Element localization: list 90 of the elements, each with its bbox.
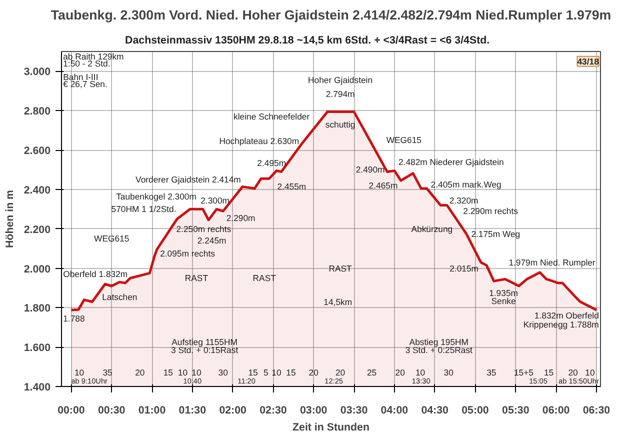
annotation: 2.490m — [356, 164, 385, 175]
annotation: 1.979m Nied. Rumpler — [508, 257, 596, 268]
annotation: 10 — [415, 368, 426, 378]
annotation: 20 — [308, 368, 319, 378]
annotation: Latschen — [102, 292, 138, 302]
annotation: 35 — [486, 368, 496, 378]
annotation: 35 — [102, 368, 113, 378]
annotation: Hoher Gjaidstein — [308, 75, 373, 86]
annotation: 2.300m — [200, 195, 230, 206]
y-tick-label: 2.200 — [24, 224, 51, 236]
x-tick-label: 05:00 — [462, 404, 489, 416]
annotation: 2.320m — [449, 195, 478, 206]
annotation: 2.095m rechts — [160, 248, 216, 258]
annotation: 20 — [135, 368, 145, 378]
annotation: 2.245m — [197, 236, 226, 246]
x-axis-title: Zeit in Stunden — [292, 422, 370, 434]
annotation: 2.290m — [226, 213, 256, 224]
x-tick-label: 04:30 — [421, 404, 449, 416]
y-tick-label: 1.800 — [24, 302, 51, 315]
annotation: 20 — [568, 368, 578, 378]
annotation: 2.015m — [450, 263, 478, 274]
annotation: Taubenkogel 2.300m — [116, 191, 196, 202]
annotation: 2.250m rechts — [176, 224, 232, 234]
chart-title: Taubenkg. 2.300m Vord. Nied. Hoher Gjaidstein 2.414/2.482/2.794m Nied.Rumpler 1.979m — [50, 8, 612, 22]
annotation: 10 — [192, 368, 202, 378]
annotation: 15+5 — [514, 368, 534, 378]
x-tick-label: 01:00 — [138, 404, 166, 416]
x-tick-label: 00:30 — [98, 404, 126, 416]
annotation: kleine Schneefelder — [234, 112, 310, 122]
x-tick-label: 06:30 — [582, 404, 610, 416]
x-tick-label: 02:30 — [260, 404, 287, 416]
annotation: 570HM 1 1/2Std. — [111, 204, 176, 214]
annotation: 30 — [444, 368, 454, 378]
annotation: Krippenegg 1.788m — [523, 319, 599, 330]
annotation: 25 — [366, 368, 377, 378]
annotation: Aufstieg 1155HM — [172, 337, 238, 348]
y-tick-label: 2.800 — [24, 106, 51, 118]
annotation: Abstieg 195HM — [409, 337, 468, 348]
y-tick-label: 3.000 — [24, 66, 51, 78]
annotation: 15 — [248, 368, 258, 378]
annotation: Senke — [491, 296, 516, 306]
annotation: 2.465m — [368, 180, 398, 190]
x-tick-label: 01:30 — [178, 404, 206, 416]
y-tick-label: 2.600 — [24, 145, 51, 158]
annotation: RAST — [252, 273, 277, 284]
annotation: 5 — [264, 368, 269, 378]
annotation: 1.935m — [489, 288, 518, 298]
chart-subtitle: Dachsteinmassiv 1350HM 29.8.18 ~14,5 km 6Std. + <3/4Rast = <6 3/4Std. — [125, 34, 490, 46]
y-tick-label: 1.400 — [24, 382, 51, 394]
annotation: 2.455m — [277, 181, 306, 192]
annotation: 14,5km — [324, 296, 352, 307]
annotation: 15 — [163, 368, 174, 378]
annotation: 10 — [178, 368, 188, 378]
x-tick-label: 03:00 — [300, 404, 328, 416]
annotation: 10 — [74, 368, 84, 378]
annotation: WEG615 — [386, 135, 422, 146]
x-tick-label: 03:30 — [340, 404, 368, 416]
annotation: RAST — [184, 273, 209, 284]
annotation: Abkürzung — [411, 224, 453, 234]
y-axis-title: Höhen in m — [4, 190, 16, 248]
annotation: schuttig — [325, 119, 356, 130]
annotation: 30 — [218, 368, 228, 378]
x-tick-label: 00:00 — [58, 404, 85, 416]
y-tick-label: 2.000 — [24, 263, 51, 276]
x-tick-label: 02:00 — [219, 404, 247, 416]
annotation: 2.495m — [257, 158, 286, 168]
annotation: Oberfeld 1.832m — [63, 269, 128, 280]
annotation: 2.405m mark.Weg — [430, 180, 502, 190]
annotation: Vorderer Gjaidstein 2.414m — [136, 174, 241, 185]
annotation: 20 — [395, 368, 406, 378]
annotation: 20 — [335, 368, 346, 378]
annotation: RAST — [328, 263, 353, 274]
x-tick-label: 05:30 — [502, 404, 530, 416]
annotation: ab Raith 129km — [63, 51, 124, 62]
annotation: 2.175m Weg — [471, 228, 520, 239]
annotation: 2.290m rechts — [463, 206, 519, 216]
annotation: 1.832m Oberfeld — [534, 310, 600, 321]
annotation: WEG615 — [94, 234, 130, 244]
y-tick-label: 2.400 — [24, 184, 51, 196]
annotation: 15 — [544, 368, 554, 378]
annotation: 10 — [585, 368, 595, 378]
annotation: Hochplateau 2.630m — [219, 136, 300, 146]
annotation: 2.794m — [326, 88, 355, 99]
annotation: 2.482m Niederer Gjaidstein — [398, 156, 504, 167]
annotation: 15 — [286, 368, 296, 378]
y-tick-label: 1.600 — [24, 342, 51, 354]
x-tick-label: 06:00 — [542, 404, 570, 416]
annotation: 1.788 — [63, 314, 85, 324]
x-tick-label: 04:00 — [380, 404, 408, 416]
annotation: 10 — [272, 368, 282, 378]
